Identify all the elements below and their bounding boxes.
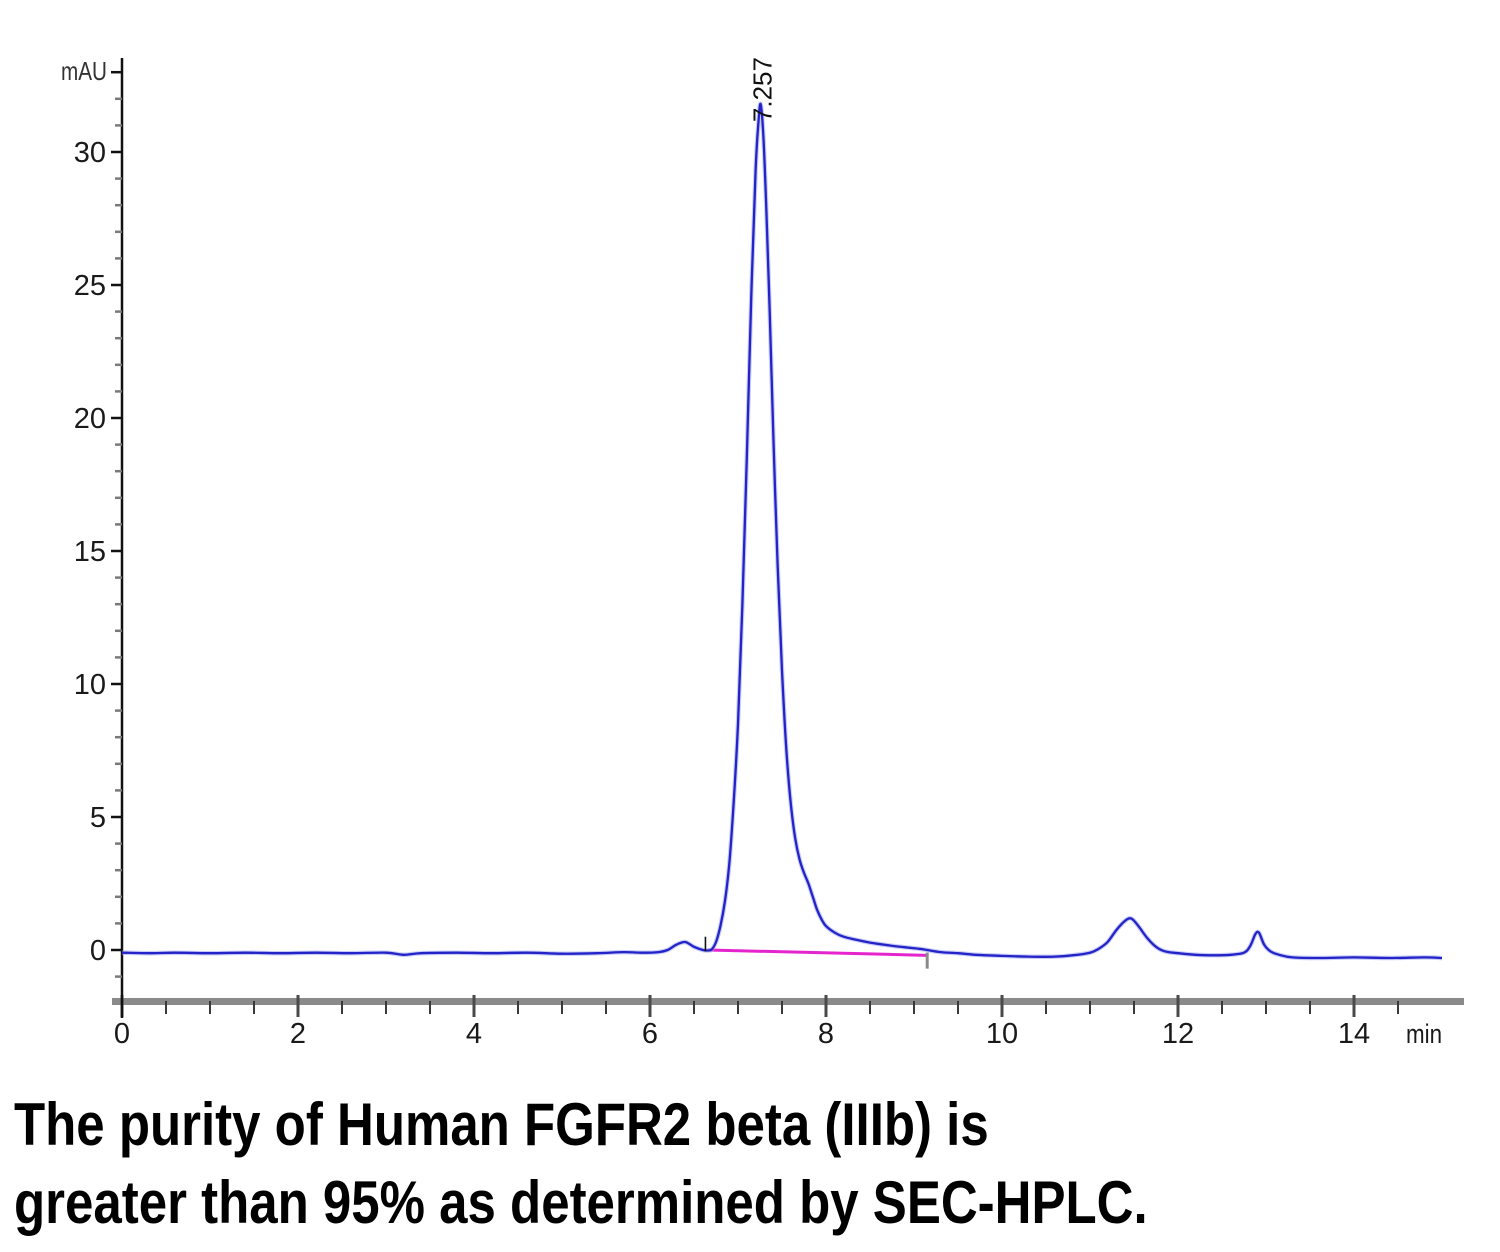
uv-trace-halo (121, 101, 1443, 961)
x-tick-label: 14 (1338, 1018, 1370, 1050)
x-tick-label: 10 (986, 1018, 1018, 1050)
x-axis-band (112, 998, 1464, 1005)
caption-line-2: greater than 95% as determined by SEC-HP… (14, 1169, 1148, 1236)
uv-trace (121, 102, 1443, 960)
x-tick-label: 12 (1162, 1018, 1194, 1050)
y-tick-label: 0 (90, 935, 106, 967)
y-tick-label: 15 (74, 536, 106, 568)
x-tick-label: 6 (642, 1018, 658, 1050)
y-tick-label: 5 (90, 802, 106, 834)
x-tick-label: 4 (466, 1018, 482, 1050)
x-tick-label: 2 (290, 1018, 306, 1050)
x-axis-unit-label: min (1406, 1019, 1442, 1049)
peak-retention-label: 7.257 (748, 57, 778, 122)
chromatogram-figure: 0 2 4 6 8 10 12 14 min 0 5 10 15 20 25 30 mAU 7.257 (61, 56, 1464, 1050)
y-tick-label: 30 (74, 137, 106, 169)
caption-line-1: The purity of Human FGFR2 beta (IIIb) is (14, 1091, 989, 1158)
sec-hplc-chromatogram-plot: 0 2 4 6 8 10 12 14 min 0 5 10 15 20 25 30 mAU 7.257 (61, 56, 1464, 1050)
x-tick-label: 0 (114, 1018, 130, 1050)
y-axis-unit-label: mAU (61, 56, 107, 86)
y-tick-label: 20 (74, 403, 106, 435)
figure-caption: The purity of Human FGFR2 beta (IIIb) is… (14, 1086, 1148, 1242)
y-tick-label: 10 (74, 669, 106, 701)
integration-baseline (708, 948, 928, 957)
x-tick-label: 8 (818, 1018, 834, 1050)
y-tick-label: 25 (74, 270, 106, 302)
